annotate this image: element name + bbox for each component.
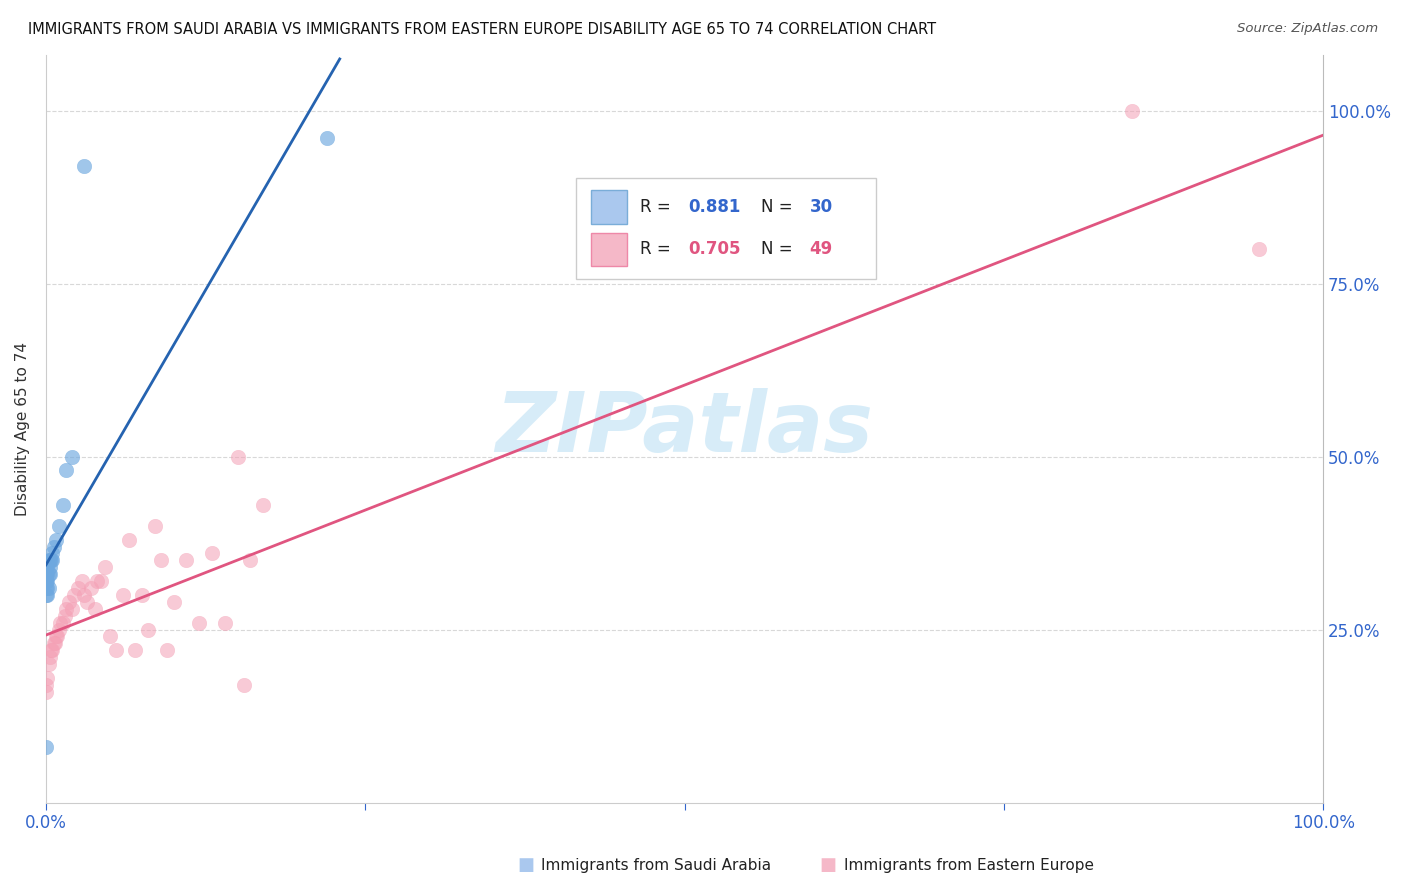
Point [143, 518, 166, 533]
Point [70, 574, 93, 588]
Point [48, 518, 70, 533]
Point [98, 630, 121, 644]
Point [35, 574, 58, 588]
Point [35, 588, 58, 602]
Text: Source: ZipAtlas.com: Source: ZipAtlas.com [1237, 22, 1378, 36]
Point [60, 602, 83, 616]
Point [35, 581, 58, 595]
Point [41, 553, 63, 567]
Point [76, 595, 98, 609]
Bar [592, 190, 627, 224]
Point [55, 463, 77, 477]
Point [1249, 242, 1271, 256]
Point [46, 630, 69, 644]
Point [118, 533, 141, 547]
Text: ■: ■ [517, 856, 534, 874]
Point [58, 595, 80, 609]
Point [93, 560, 115, 574]
Point [39, 643, 62, 657]
Point [52, 615, 75, 630]
Point [38, 567, 60, 582]
Text: 49: 49 [810, 241, 832, 259]
Point [90, 574, 112, 588]
Point [35, 685, 58, 699]
Point [53, 608, 76, 623]
Text: 0.705: 0.705 [689, 241, 741, 259]
Point [136, 623, 159, 637]
Point [239, 553, 262, 567]
Point [39, 553, 62, 567]
Point [42, 636, 65, 650]
Point [226, 450, 249, 464]
Point [201, 546, 224, 560]
Point [38, 560, 60, 574]
Point [60, 450, 83, 464]
Point [35, 678, 58, 692]
Point [38, 581, 60, 595]
Point [35, 560, 58, 574]
Text: Immigrants from Eastern Europe: Immigrants from Eastern Europe [844, 858, 1094, 872]
Point [188, 615, 211, 630]
Point [49, 615, 72, 630]
Point [45, 533, 67, 547]
Point [163, 595, 186, 609]
Point [63, 588, 86, 602]
Point [38, 553, 60, 567]
Point [232, 678, 254, 692]
Point [38, 657, 60, 672]
Text: N =: N = [761, 241, 799, 259]
Point [124, 643, 146, 657]
Point [35, 740, 58, 755]
Text: R =: R = [640, 198, 676, 216]
Point [37, 671, 59, 685]
Point [1121, 103, 1143, 118]
Point [35, 574, 58, 588]
Point [156, 643, 179, 657]
Point [131, 588, 153, 602]
Point [111, 588, 134, 602]
Point [45, 630, 67, 644]
Point [176, 553, 198, 567]
Point [42, 540, 65, 554]
Text: ZIPatlas: ZIPatlas [496, 388, 873, 469]
Point [38, 567, 60, 582]
Point [37, 581, 59, 595]
Point [214, 615, 236, 630]
Point [73, 588, 96, 602]
Text: N =: N = [761, 198, 799, 216]
Point [73, 159, 96, 173]
Point [66, 581, 89, 595]
Text: R =: R = [640, 241, 676, 259]
FancyBboxPatch shape [576, 178, 876, 279]
Point [86, 574, 108, 588]
Point [149, 553, 172, 567]
Point [38, 650, 60, 665]
Point [37, 560, 59, 574]
Text: 30: 30 [810, 198, 832, 216]
Point [316, 131, 339, 145]
Point [41, 643, 63, 657]
Point [79, 581, 101, 595]
Bar [592, 233, 627, 267]
Text: Immigrants from Saudi Arabia: Immigrants from Saudi Arabia [541, 858, 772, 872]
Point [35, 567, 58, 582]
Text: ■: ■ [820, 856, 837, 874]
Point [83, 602, 105, 616]
Point [37, 588, 59, 602]
Point [37, 567, 59, 582]
Point [38, 553, 60, 567]
Point [41, 546, 63, 560]
Point [55, 602, 77, 616]
Point [252, 498, 274, 512]
Text: 0.881: 0.881 [689, 198, 741, 216]
Point [35, 567, 58, 582]
Text: IMMIGRANTS FROM SAUDI ARABIA VS IMMIGRANTS FROM EASTERN EUROPE DISABILITY AGE 65: IMMIGRANTS FROM SAUDI ARABIA VS IMMIGRAN… [28, 22, 936, 37]
Point [105, 643, 128, 657]
Point [48, 623, 70, 637]
Point [37, 574, 59, 588]
Point [44, 636, 66, 650]
Y-axis label: Disability Age 65 to 74: Disability Age 65 to 74 [15, 342, 30, 516]
Point [52, 498, 75, 512]
